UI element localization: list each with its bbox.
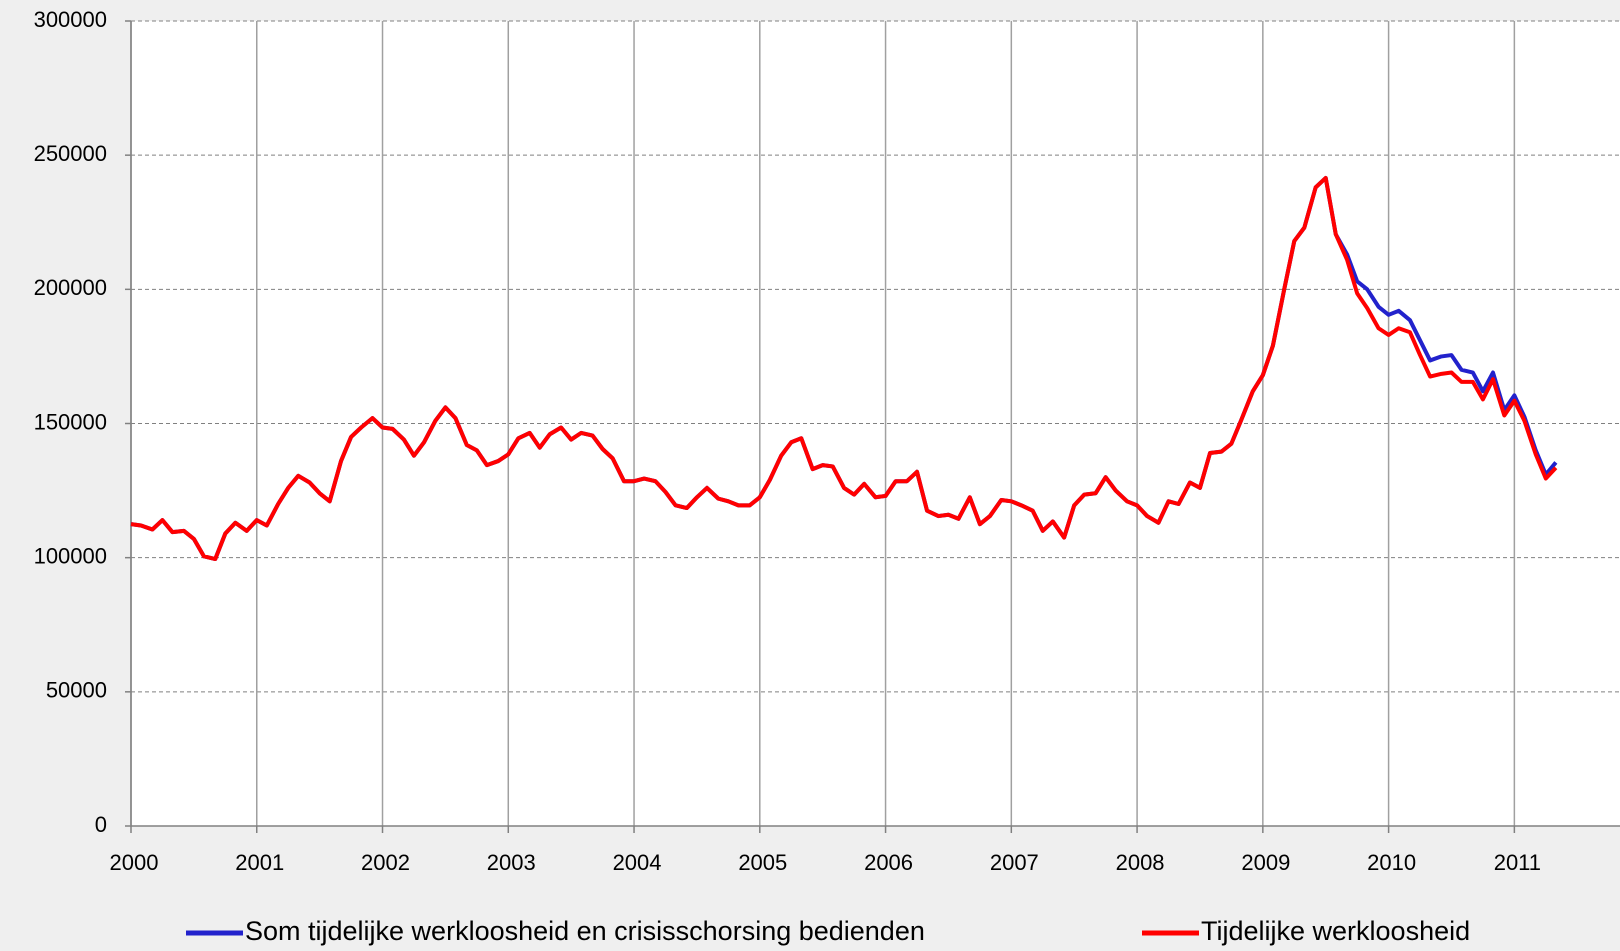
- x-tick-label: 2005: [738, 850, 787, 875]
- y-tick-label: 0: [95, 812, 107, 837]
- x-tick-label: 2009: [1241, 850, 1290, 875]
- y-tick-label: 100000: [34, 543, 107, 568]
- y-tick-label: 250000: [34, 141, 107, 166]
- x-tick-label: 2004: [613, 850, 662, 875]
- x-tick-label: 2000: [110, 850, 159, 875]
- legend-label: Som tijdelijke werkloosheid en crisissch…: [245, 916, 925, 946]
- legend-label: Tijdelijke werkloosheid: [1201, 916, 1470, 946]
- x-tick-label: 2003: [487, 850, 536, 875]
- series-line: [130, 175, 1558, 562]
- y-tick-label: 150000: [34, 409, 107, 434]
- y-tick-label: 50000: [46, 678, 107, 703]
- x-tick-label: 2010: [1367, 850, 1416, 875]
- x-tick-label: 2001: [235, 850, 284, 875]
- x-tick-label: 2006: [864, 850, 913, 875]
- x-tick-label: 2011: [1494, 850, 1541, 875]
- x-tick-label: 2002: [361, 850, 410, 875]
- y-tick-label: 300000: [34, 7, 107, 32]
- y-tick-label: 200000: [34, 275, 107, 300]
- x-tick-label: 2008: [1116, 850, 1165, 875]
- x-tick-label: 2007: [990, 850, 1039, 875]
